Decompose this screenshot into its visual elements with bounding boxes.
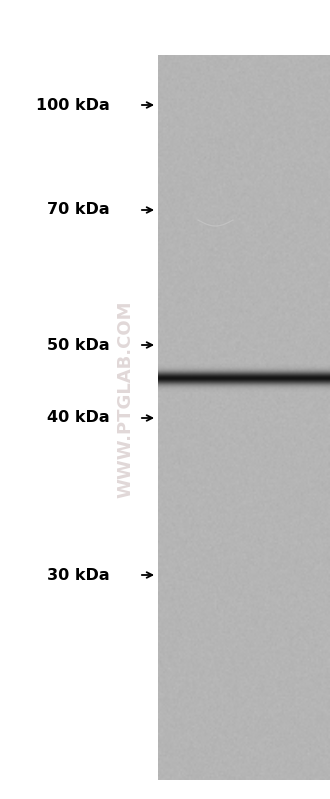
Text: 40 kDa: 40 kDa	[48, 411, 110, 426]
Text: 50 kDa: 50 kDa	[48, 337, 110, 352]
Text: WWW.PTGLAB.COM: WWW.PTGLAB.COM	[116, 300, 134, 499]
Text: 70 kDa: 70 kDa	[48, 202, 110, 217]
Text: 100 kDa: 100 kDa	[36, 97, 110, 113]
Text: 30 kDa: 30 kDa	[48, 567, 110, 582]
